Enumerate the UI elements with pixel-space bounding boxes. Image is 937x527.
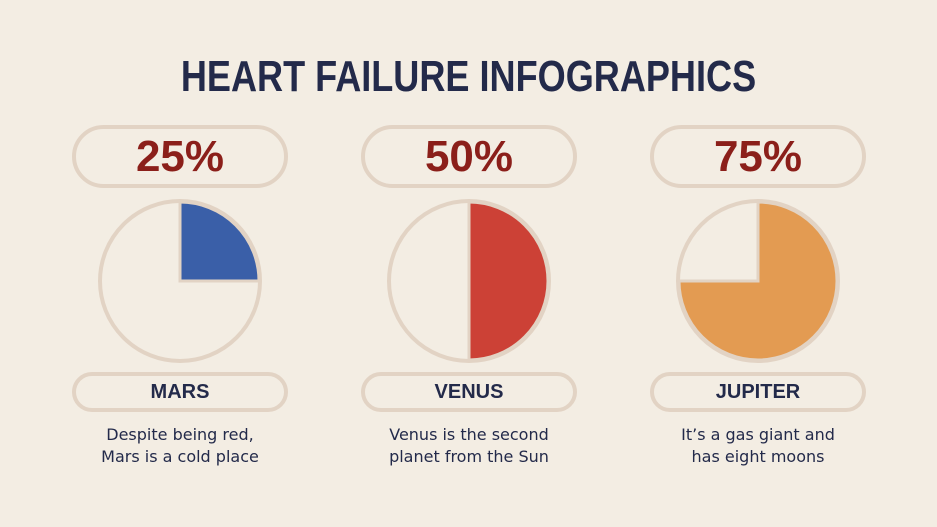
description-line: Venus is the second [389, 425, 549, 444]
pie-chart [387, 199, 551, 363]
pie-slice [467, 200, 550, 362]
planet-name: MARS [150, 381, 210, 403]
planet-pill: JUPITER [650, 372, 866, 412]
planet-pill: VENUS [361, 372, 577, 412]
description-line: planet from the Sun [389, 447, 549, 466]
percent-pill: 50% [361, 125, 577, 188]
planet-name: JUPITER [715, 381, 801, 403]
percent-pill: 25% [72, 125, 288, 188]
pie-slice [178, 200, 261, 283]
pie-chart [676, 199, 840, 363]
percent-label: 25% [135, 132, 225, 181]
percent-label: 75% [713, 132, 803, 181]
planet-description: Venus is the second planet from the Sun [349, 424, 589, 468]
description-line: has eight moons [691, 447, 825, 466]
planet-name: VENUS [434, 381, 504, 403]
pie-slice [677, 200, 839, 362]
page-title: HEART FAILURE INFOGRAPHICS [180, 52, 757, 101]
description-line: It’s a gas giant and [681, 425, 835, 444]
pie-chart [98, 199, 262, 363]
percent-pill: 75% [650, 125, 866, 188]
planet-pill: MARS [72, 372, 288, 412]
description-line: Despite being red, [106, 425, 254, 444]
description-line: Mars is a cold place [101, 447, 259, 466]
planet-description: It’s a gas giant and has eight moons [638, 424, 878, 468]
percent-label: 50% [424, 132, 514, 181]
planet-description: Despite being red, Mars is a cold place [60, 424, 300, 468]
